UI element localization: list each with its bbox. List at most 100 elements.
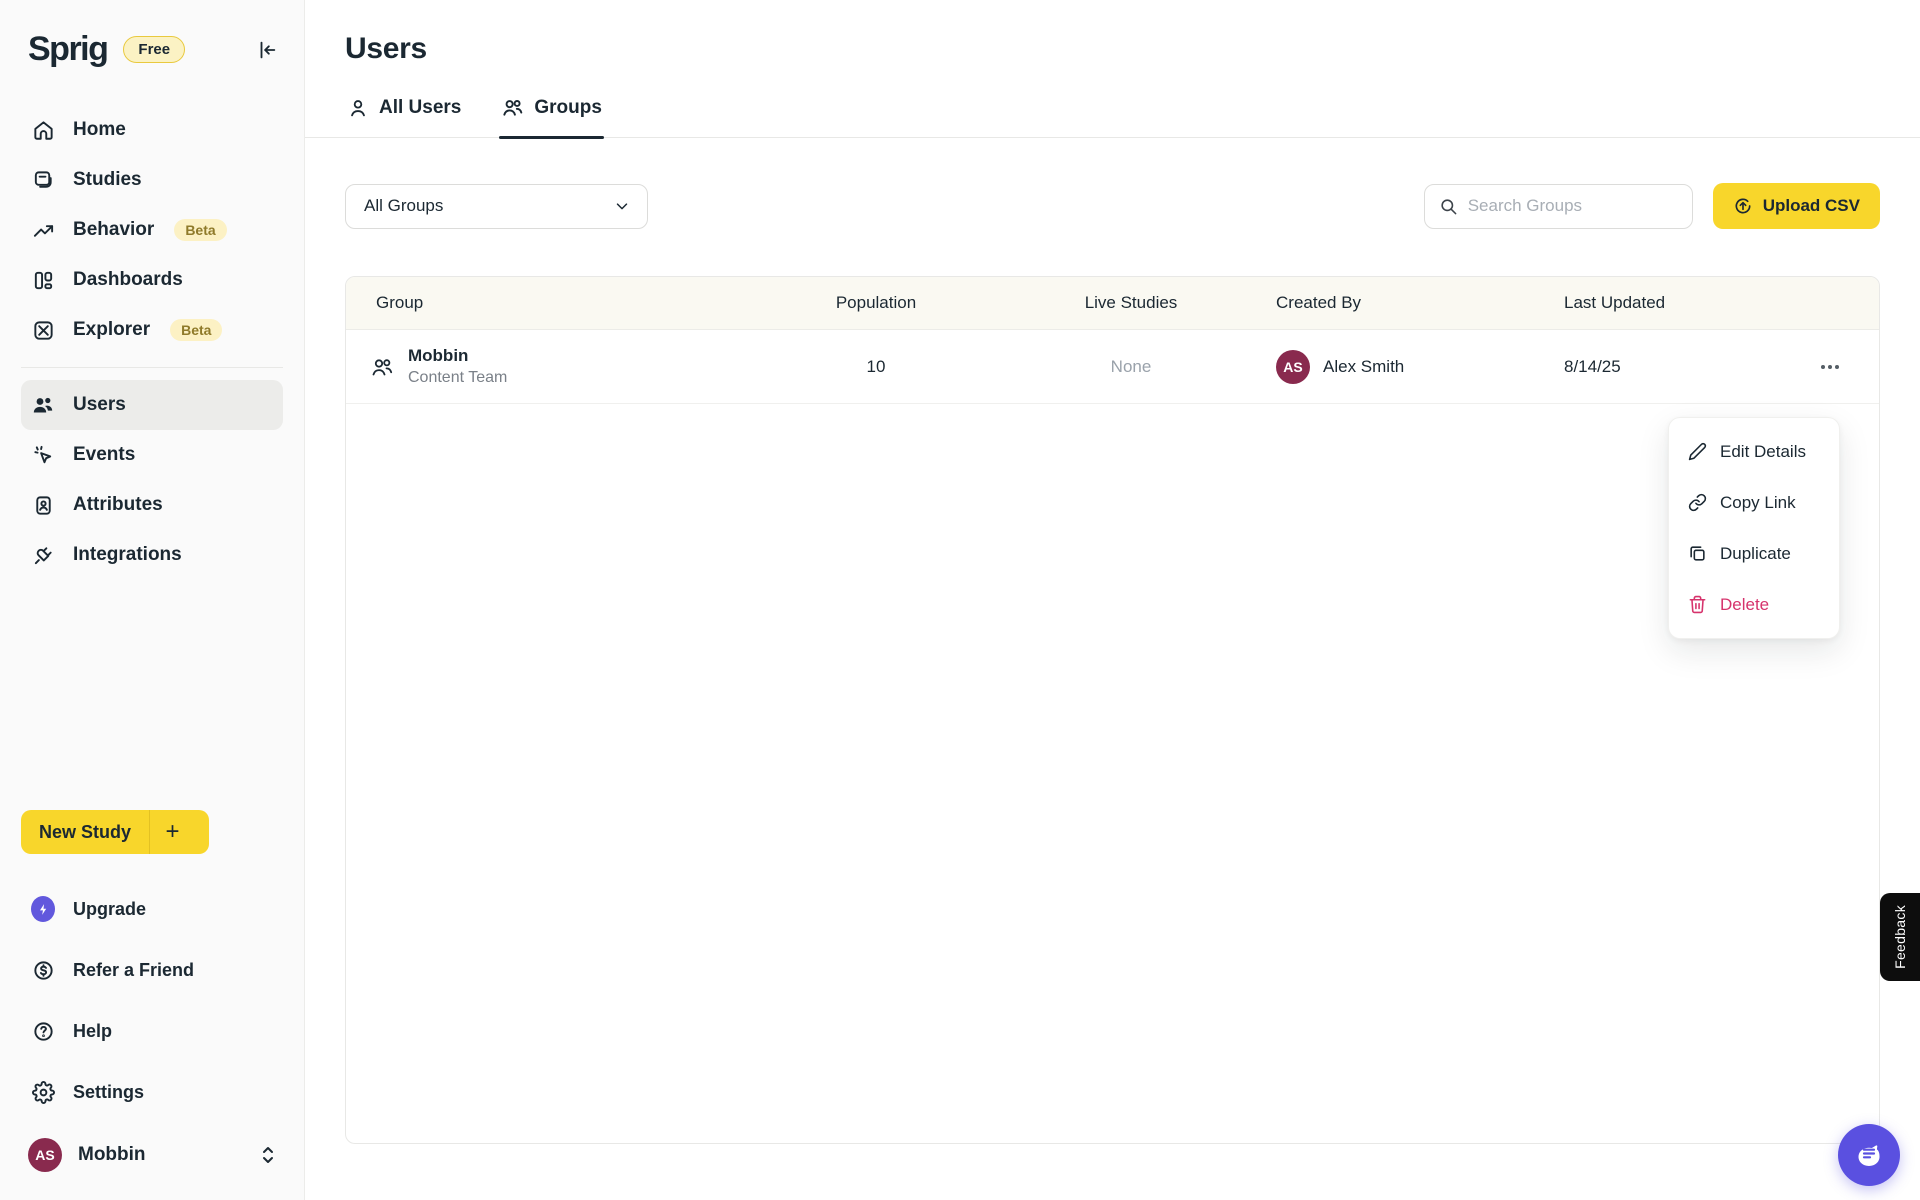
collapse-sidebar-icon [256, 39, 278, 61]
new-study-label: New Study [39, 821, 132, 842]
plug-icon [31, 543, 55, 567]
tab-label: Groups [534, 96, 602, 118]
gear-icon [31, 1080, 55, 1104]
upload-csv-button[interactable]: Upload CSV [1712, 183, 1880, 229]
sidebar-header: Sprig Free [0, 0, 304, 79]
link-icon [1687, 493, 1707, 513]
group-description: Content Team [408, 369, 508, 386]
upload-csv-label: Upload CSV [1762, 196, 1860, 215]
chat-bubble-icon [1853, 1139, 1885, 1171]
home-icon [31, 118, 55, 142]
cursor-click-icon [31, 443, 55, 467]
menu-item-copy-link[interactable]: Copy Link [1669, 477, 1839, 528]
sidebar-item-events[interactable]: Events [21, 430, 283, 480]
tab-groups[interactable]: Groups [499, 96, 604, 139]
sidebar-item-upgrade[interactable]: Upgrade [0, 884, 304, 934]
people-icon [501, 96, 524, 119]
chevron-down-icon [613, 197, 631, 215]
sidebar-item-attributes[interactable]: Attributes [21, 480, 283, 530]
sidebar-item-label: Users [73, 394, 126, 415]
trend-up-icon [31, 218, 55, 242]
sidebar-item-explorer[interactable]: Explorer Beta [21, 305, 283, 355]
help-circle-icon [31, 1019, 55, 1043]
ellipsis-icon [1821, 364, 1825, 369]
groups-filter-value: All Groups [364, 196, 444, 215]
search-groups-box[interactable] [1423, 183, 1693, 229]
main-content: Users All Users Groups All Groups [305, 0, 1920, 1200]
upgrade-bolt-icon [31, 896, 55, 922]
chat-widget-button[interactable] [1838, 1124, 1900, 1186]
sidebar-collapse-button[interactable] [256, 39, 278, 61]
creator-name: Alex Smith [1323, 356, 1405, 376]
table-row[interactable]: Mobbin Content Team 10 None AS Alex Smit… [346, 330, 1879, 404]
menu-item-label: Copy Link [1720, 492, 1796, 512]
groups-filter-select[interactable]: All Groups [345, 183, 648, 229]
live-studies-cell: None [1110, 356, 1152, 376]
sidebar-item-users[interactable]: Users [21, 380, 283, 430]
groups-content: All Groups Upload CSV Group [305, 183, 1920, 1144]
sidebar-item-home[interactable]: Home [21, 105, 283, 155]
menu-item-duplicate[interactable]: Duplicate [1669, 528, 1839, 579]
menu-item-delete[interactable]: Delete [1669, 579, 1839, 630]
sidebar-footer: New Study + Upgrade Refer a Friend Help … [0, 810, 304, 1200]
new-study-button[interactable]: New Study + [21, 810, 209, 854]
sidebar-item-help[interactable]: Help [0, 1006, 304, 1056]
sidebar-nav: Home Studies Behavior Beta Dashboards Ex… [0, 105, 304, 580]
beta-badge: Beta [174, 219, 227, 241]
tab-all-users[interactable]: All Users [345, 96, 463, 137]
sidebar-item-label: Attributes [73, 494, 163, 515]
beta-badge: Beta [170, 319, 223, 341]
groups-table: Group Population Live Studies Created By… [345, 276, 1880, 1144]
id-card-icon [31, 493, 55, 517]
search-groups-input[interactable] [1467, 196, 1678, 216]
column-header-last-updated: Last Updated [1564, 293, 1666, 312]
sidebar-item-dashboards[interactable]: Dashboards [21, 255, 283, 305]
row-actions-button[interactable] [1815, 359, 1845, 375]
sidebar-item-label: Refer a Friend [73, 959, 195, 980]
sidebar-divider [21, 367, 283, 368]
sidebar-item-label: Behavior [73, 219, 155, 240]
sidebar-item-label: Explorer [73, 319, 151, 340]
users-icon [31, 393, 55, 417]
creator-avatar: AS [1276, 349, 1310, 384]
group-people-icon [370, 355, 394, 379]
person-icon [347, 97, 369, 119]
menu-item-edit-details[interactable]: Edit Details [1669, 426, 1839, 477]
account-switcher[interactable]: AS Mobbin [0, 1128, 304, 1182]
dashboards-icon [31, 268, 55, 292]
sidebar-item-label: Events [73, 444, 136, 465]
plan-badge: Free [123, 36, 186, 63]
account-avatar: AS [28, 1138, 62, 1172]
upload-icon [1733, 196, 1753, 216]
sidebar-item-refer-a-friend[interactable]: Refer a Friend [0, 945, 304, 995]
dollar-circle-icon [31, 958, 55, 982]
sidebar-item-settings[interactable]: Settings [0, 1067, 304, 1117]
studies-icon [31, 168, 55, 192]
column-header-group: Group [376, 293, 424, 312]
last-updated-cell: 8/14/25 [1564, 356, 1621, 376]
sidebar-item-label: Help [73, 1020, 113, 1041]
row-context-menu: Edit Details Copy Link Duplicate Delete [1668, 417, 1840, 639]
column-header-population: Population [835, 293, 917, 312]
feedback-tab[interactable]: Feedback [1880, 893, 1920, 981]
sidebar: Sprig Free Home Studies Behavior Beta [0, 0, 305, 1200]
toolbar-right: Upload CSV [1423, 183, 1880, 229]
column-header-live-studies: Live Studies [1084, 293, 1178, 312]
explorer-icon [31, 318, 55, 342]
group-cell: Mobbin Content Team [346, 346, 766, 387]
sidebar-item-label: Home [73, 119, 126, 140]
table-header-row: Group Population Live Studies Created By… [346, 277, 1879, 330]
new-study-plus-button[interactable]: + [149, 810, 195, 854]
row-actions-cell [1784, 359, 1879, 375]
column-header-created-by: Created By [1276, 293, 1362, 312]
sidebar-item-label: Dashboards [73, 269, 183, 290]
menu-item-label: Edit Details [1720, 441, 1806, 461]
sidebar-item-studies[interactable]: Studies [21, 155, 283, 205]
tab-label: All Users [379, 96, 462, 118]
page-title: Users [345, 32, 427, 65]
sidebar-item-label: Integrations [73, 544, 182, 565]
feedback-tab-label: Feedback [1892, 905, 1908, 969]
sidebar-item-behavior[interactable]: Behavior Beta [21, 205, 283, 255]
sidebar-item-integrations[interactable]: Integrations [21, 530, 283, 580]
